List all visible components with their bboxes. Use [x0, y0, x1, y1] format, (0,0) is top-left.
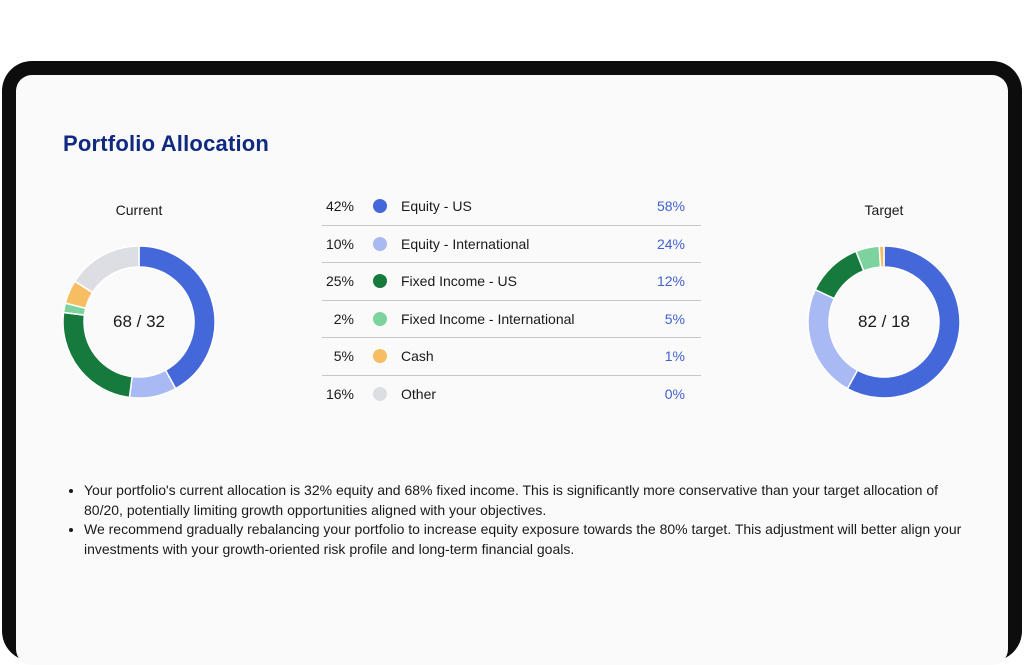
target-value: 12%: [656, 273, 685, 290]
target-center-label: 82 / 18: [858, 312, 910, 331]
insights-list: Your portfolio's current allocation is 3…: [66, 481, 964, 559]
category-name: Cash: [401, 348, 434, 365]
legend-dot-icon: [373, 199, 387, 214]
target-value: 1%: [664, 348, 685, 365]
legend-row-fixed-income-international: 2% Fixed Income - International 5%: [322, 301, 701, 338]
donut-slice-cash: [878, 245, 885, 268]
legend-dot-icon: [373, 387, 387, 402]
target-donut-svg: [807, 245, 961, 399]
current-value: 10%: [325, 235, 354, 252]
page-title: Portfolio Allocation: [63, 131, 270, 156]
legend-dot-icon: [373, 311, 387, 326]
current-chart-title: Current: [115, 202, 163, 218]
target-value: 58%: [656, 198, 685, 215]
category-name: Equity - US: [401, 198, 472, 215]
insight-bullet: Your portfolio's current allocation is 3…: [84, 481, 964, 520]
current-donut-svg: [62, 245, 216, 399]
allocation-legend-table: 42% Equity - US 58% 10% Equity - Interna…: [322, 188, 701, 413]
donut-slice-equity-us: [846, 245, 961, 399]
current-value: 5%: [333, 348, 354, 365]
category-name: Fixed Income - International: [401, 310, 575, 327]
target-value: 24%: [656, 235, 685, 252]
current-center-label: 68 / 32: [113, 312, 165, 331]
legend-dot-icon: [373, 349, 387, 364]
current-value: 42%: [325, 198, 354, 215]
legend-row-fixed-income-us: 25% Fixed Income - US 12%: [322, 263, 701, 301]
current-value: 2%: [333, 310, 354, 327]
legend-row-equity-us: 42% Equity - US 58%: [322, 188, 701, 226]
legend-dot-icon: [373, 236, 387, 251]
category-name: Other: [401, 386, 437, 403]
legend-dot-icon: [373, 274, 387, 289]
donut-slice-other: [73, 245, 140, 294]
legend-row-equity-international: 10% Equity - International 24%: [322, 226, 701, 263]
legend-row-cash: 5% Cash 1%: [322, 338, 701, 376]
target-value: 5%: [664, 310, 685, 327]
target-chart-title: Target: [864, 202, 904, 218]
target-value: 0%: [664, 386, 685, 403]
current-value: 25%: [325, 273, 354, 290]
legend-row-other: 16% Other 0%: [322, 376, 701, 414]
insight-bullet: We recommend gradually rebalancing your …: [84, 520, 964, 559]
category-name: Fixed Income - US: [401, 273, 517, 290]
category-name: Equity - International: [401, 235, 530, 252]
current-value: 16%: [325, 386, 354, 403]
